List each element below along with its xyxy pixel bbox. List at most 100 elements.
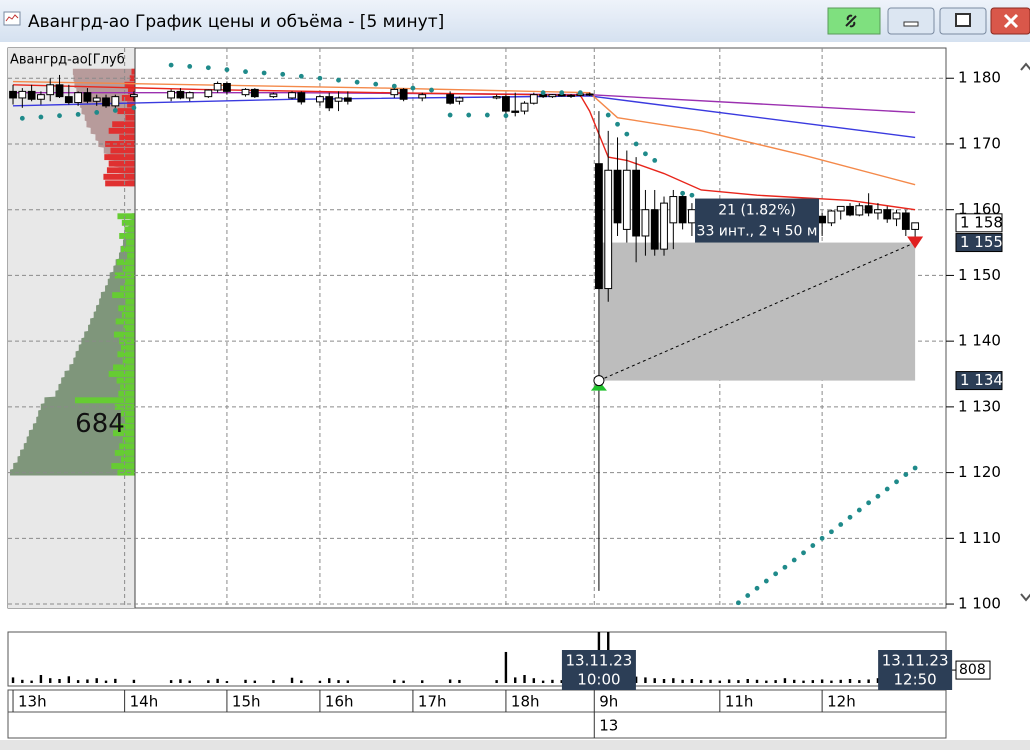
order-book-bar bbox=[120, 344, 135, 351]
sar-dot bbox=[736, 600, 741, 606]
sar-dot bbox=[447, 112, 453, 118]
volume-bar bbox=[448, 679, 452, 683]
volume-bar bbox=[876, 678, 880, 683]
candle-body bbox=[9, 90, 17, 99]
sar-dot bbox=[624, 131, 630, 137]
order-book-bar bbox=[121, 94, 135, 101]
order-book-bar bbox=[113, 430, 135, 437]
sar-dot bbox=[856, 507, 862, 513]
volume-bar bbox=[421, 680, 424, 683]
sar-dot bbox=[615, 121, 620, 127]
order-book-bar bbox=[119, 134, 135, 141]
candle-body bbox=[660, 202, 668, 250]
measure-tooltip-label: 21 (1.82%) bbox=[718, 203, 796, 219]
sar-dot bbox=[298, 73, 304, 79]
date-label-box bbox=[561, 650, 636, 690]
sar-dot bbox=[894, 479, 899, 485]
candle-body bbox=[604, 169, 613, 290]
order-book-bar bbox=[104, 154, 135, 161]
volume-bar bbox=[216, 678, 219, 683]
volume-bar bbox=[811, 680, 815, 683]
order-book-bar bbox=[121, 219, 135, 226]
candle-body bbox=[632, 169, 641, 237]
x-tick-label: 18h bbox=[511, 693, 540, 711]
volume-bar bbox=[755, 679, 759, 683]
candle-body bbox=[390, 88, 399, 96]
sar-dot bbox=[224, 67, 230, 73]
volume-bar bbox=[820, 679, 824, 683]
y-tick-label: 1 100 bbox=[958, 595, 1001, 613]
volume-bar bbox=[858, 680, 861, 683]
order-book-bar bbox=[127, 88, 135, 95]
order-book-bar bbox=[125, 298, 135, 305]
order-book-bar bbox=[124, 226, 135, 233]
x-tick-label: 12h bbox=[827, 693, 856, 711]
order-book-bar bbox=[125, 114, 135, 121]
candle-body bbox=[204, 89, 213, 98]
sar-dot bbox=[791, 557, 797, 563]
volume-bar bbox=[393, 679, 396, 683]
candle-body bbox=[185, 92, 194, 99]
order-book-bar bbox=[105, 180, 135, 187]
sar-dot bbox=[94, 110, 100, 115]
volume-bar bbox=[700, 680, 703, 683]
volume-bar bbox=[718, 680, 722, 683]
date-label-box bbox=[878, 650, 953, 690]
sar-dot bbox=[410, 85, 416, 91]
order-book-bar bbox=[116, 259, 135, 266]
candle-body bbox=[492, 96, 501, 99]
candle-body bbox=[892, 212, 901, 220]
order-book-bar bbox=[120, 410, 135, 417]
candle-body bbox=[585, 93, 594, 96]
sar-dot bbox=[354, 79, 360, 85]
x-tick-label: 16h bbox=[325, 693, 354, 711]
sar-dot bbox=[577, 90, 583, 96]
candle-body bbox=[83, 92, 92, 102]
time-axis-frame bbox=[7, 689, 947, 739]
volume-bar bbox=[774, 680, 777, 683]
date-label-date: 13.11.23 bbox=[882, 652, 949, 670]
volume-bar bbox=[551, 679, 554, 683]
sar-dot bbox=[680, 190, 686, 196]
sar-dot bbox=[866, 500, 872, 506]
measure-tooltip-sublabel: 33 инт., 2 ч 50 м bbox=[697, 224, 818, 240]
x-tick-label: 14h bbox=[130, 693, 159, 711]
volume-bar bbox=[114, 678, 117, 683]
volume-bar bbox=[58, 679, 61, 683]
volume-bar bbox=[662, 679, 666, 683]
date-label-date: 13.11.23 bbox=[566, 652, 633, 670]
link-button[interactable] bbox=[827, 7, 881, 35]
volume-bar bbox=[253, 680, 257, 683]
day-tick-label: 13 bbox=[599, 717, 618, 735]
volume-bar bbox=[709, 679, 712, 683]
volume-bar bbox=[458, 679, 461, 683]
scroll-arrows[interactable] bbox=[1020, 62, 1030, 602]
volume-bar bbox=[765, 680, 768, 683]
order-book-bar bbox=[116, 377, 135, 384]
volume-bar bbox=[793, 679, 796, 683]
price-label-box bbox=[955, 213, 1003, 233]
volume-bar bbox=[560, 680, 563, 683]
candle-body bbox=[911, 222, 920, 230]
volume-bar bbox=[830, 680, 833, 683]
minimize-button[interactable] bbox=[887, 7, 935, 35]
candle-body bbox=[213, 82, 222, 91]
measure-area bbox=[598, 242, 916, 381]
volume-bar bbox=[672, 678, 675, 683]
sar-dot bbox=[243, 69, 248, 75]
y-tick-label: 1 150 bbox=[958, 266, 1001, 284]
price-label-box bbox=[955, 233, 1003, 253]
volume-bar bbox=[179, 679, 182, 683]
order-book-bar bbox=[122, 265, 135, 272]
sar-dot bbox=[652, 157, 658, 163]
candle-body bbox=[836, 205, 845, 212]
measure-start-point bbox=[593, 375, 605, 387]
order-book-bar bbox=[108, 160, 135, 167]
volume-bar bbox=[132, 679, 136, 683]
candle-body bbox=[502, 96, 510, 112]
order-book-bar bbox=[120, 246, 135, 253]
candle-body bbox=[241, 88, 250, 96]
sar-dot bbox=[912, 465, 918, 471]
candle-body bbox=[678, 196, 687, 224]
